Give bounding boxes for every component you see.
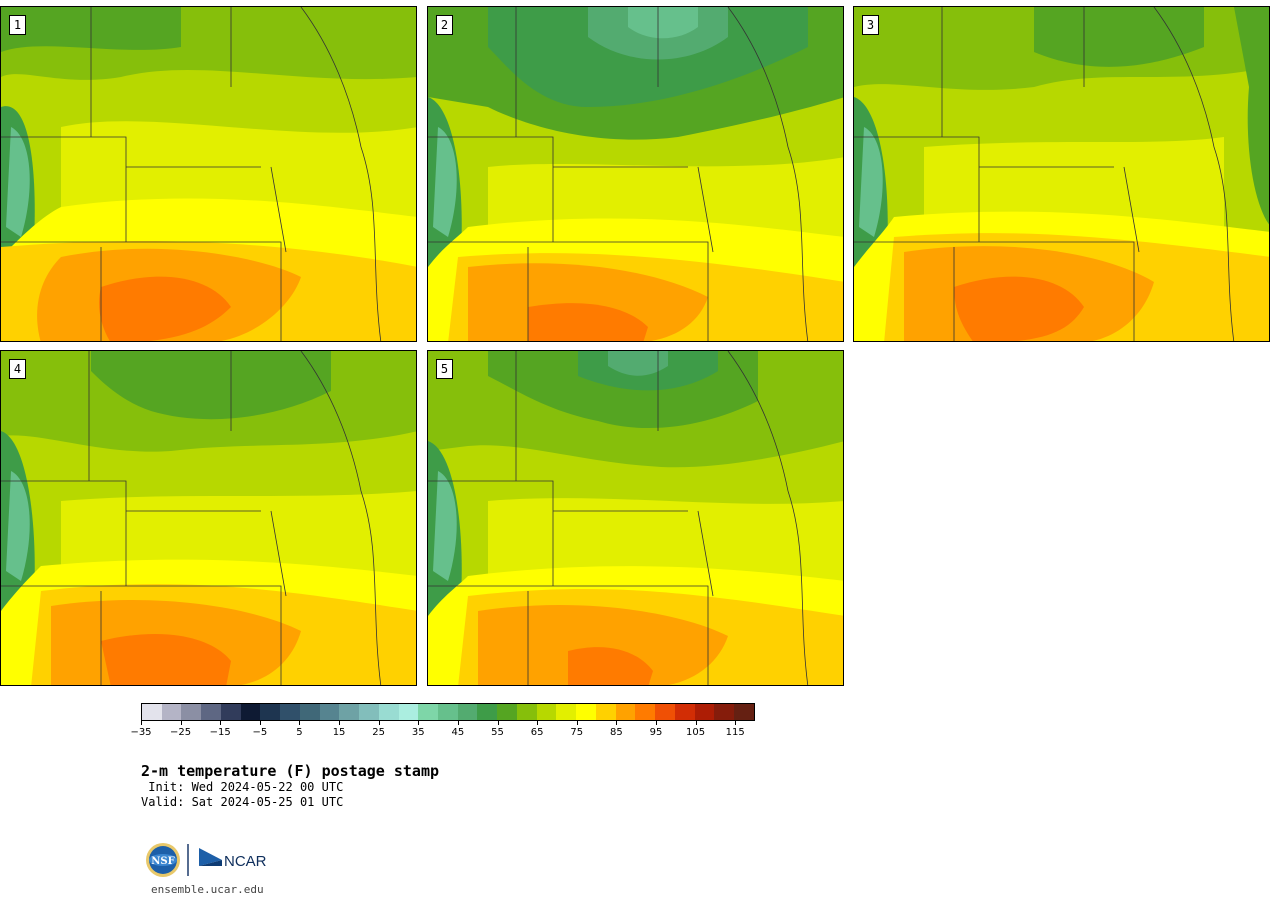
colorbar-tick-label: 115 <box>725 727 745 738</box>
colorbar-swatch <box>714 704 735 720</box>
colorbar-swatch <box>240 704 261 720</box>
colorbar-tick-label: −5 <box>252 727 268 738</box>
colorbar-swatch <box>536 704 557 720</box>
colorbar-tick <box>418 721 420 725</box>
panel-number: 3 <box>862 15 879 35</box>
colorbar-tick <box>457 721 459 725</box>
colorbar-tick-label: 95 <box>649 727 663 738</box>
colorbar-swatch <box>734 704 754 720</box>
colorbar-swatch <box>220 704 241 720</box>
colorbar-tick-label: 15 <box>332 727 346 738</box>
colorbar-swatch <box>615 704 636 720</box>
valid-time: Valid: Sat 2024-05-25 01 UTC <box>141 795 344 809</box>
colorbar-tick <box>220 721 222 725</box>
temperature-colorbar <box>141 703 755 721</box>
colorbar-swatch <box>339 704 360 720</box>
map-panel-4: 4 <box>0 350 417 686</box>
colorbar-swatch <box>477 704 498 720</box>
map-panel-1: 1 <box>0 6 417 342</box>
colorbar-swatch <box>694 704 715 720</box>
colorbar-tick-label: 105 <box>686 727 706 738</box>
panel-number: 1 <box>9 15 26 35</box>
colorbar-swatch <box>280 704 300 720</box>
colorbar-swatch <box>556 704 577 720</box>
colorbar-swatch <box>142 704 162 720</box>
ncar-logo-text: NCAR <box>224 853 267 870</box>
colorbar-tick <box>695 721 697 725</box>
map-panel-2: 2 <box>427 6 844 342</box>
temperature-map <box>1 7 416 341</box>
temperature-map <box>854 7 1269 341</box>
website-link[interactable]: ensemble.ucar.edu <box>151 883 264 896</box>
colorbar-tick-label: 5 <box>296 727 303 738</box>
colorbar-swatch <box>398 704 419 720</box>
colorbar-tick-label: 75 <box>570 727 584 738</box>
colorbar-tick <box>735 721 737 725</box>
colorbar-tick <box>655 721 657 725</box>
map-panel-5: 5 <box>427 350 844 686</box>
colorbar-ticks: −35 −25 −15 −5 5 15 25 35 45 55 65 75 85 95 105 115 <box>130 721 755 741</box>
colorbar-swatch <box>359 704 379 720</box>
colorbar-tick <box>576 721 578 725</box>
colorbar-swatch <box>201 704 221 720</box>
nsf-logo-text: NSF <box>151 856 174 867</box>
colorbar-swatch <box>319 704 340 720</box>
colorbar-tick-label: 25 <box>372 727 386 738</box>
chart-title: 2-m temperature (F) postage stamp <box>141 762 440 780</box>
map-panel-3: 3 <box>853 6 1270 342</box>
colorbar-tick-label: 45 <box>451 727 465 738</box>
colorbar-swatch <box>595 704 616 720</box>
colorbar-swatch <box>181 704 202 720</box>
colorbar-tick <box>339 721 341 725</box>
nsf-ncar-logo: NSF NCAR <box>144 842 274 880</box>
colorbar-tick-label: 85 <box>609 727 623 738</box>
colorbar-tick <box>537 721 539 725</box>
colorbar-tick-label: −25 <box>170 727 192 738</box>
colorbar-tick-label: −35 <box>130 727 152 738</box>
temperature-map <box>1 351 416 685</box>
colorbar-tick <box>378 721 380 725</box>
colorbar-tick-label: 65 <box>530 727 544 738</box>
colorbar-tick-label: −15 <box>209 727 231 738</box>
colorbar-swatch <box>378 704 399 720</box>
colorbar-swatch <box>457 704 478 720</box>
colorbar-swatch <box>635 704 656 720</box>
colorbar-swatch <box>674 704 695 720</box>
colorbar-tick <box>616 721 618 725</box>
panel-number: 5 <box>436 359 453 379</box>
colorbar-tick <box>180 721 182 725</box>
panel-number: 4 <box>9 359 26 379</box>
colorbar-tick <box>259 721 261 725</box>
colorbar-swatch <box>161 704 182 720</box>
panel-number: 2 <box>436 15 453 35</box>
colorbar-tick <box>497 721 499 725</box>
colorbar-swatch <box>655 704 675 720</box>
colorbar-swatch <box>418 704 439 720</box>
temperature-map <box>428 7 843 341</box>
colorbar-tick <box>299 721 301 725</box>
colorbar-swatch <box>260 704 281 720</box>
temperature-map <box>428 351 843 685</box>
colorbar-tick-label: 35 <box>411 727 425 738</box>
colorbar-tick <box>141 721 142 725</box>
colorbar-tick-label: 55 <box>491 727 504 738</box>
colorbar-swatch <box>299 704 320 720</box>
colorbar-swatch <box>576 704 596 720</box>
colorbar-swatch <box>516 704 537 720</box>
init-time: Init: Wed 2024-05-22 00 UTC <box>141 780 344 794</box>
colorbar-swatch <box>497 704 517 720</box>
colorbar-swatch <box>438 704 458 720</box>
